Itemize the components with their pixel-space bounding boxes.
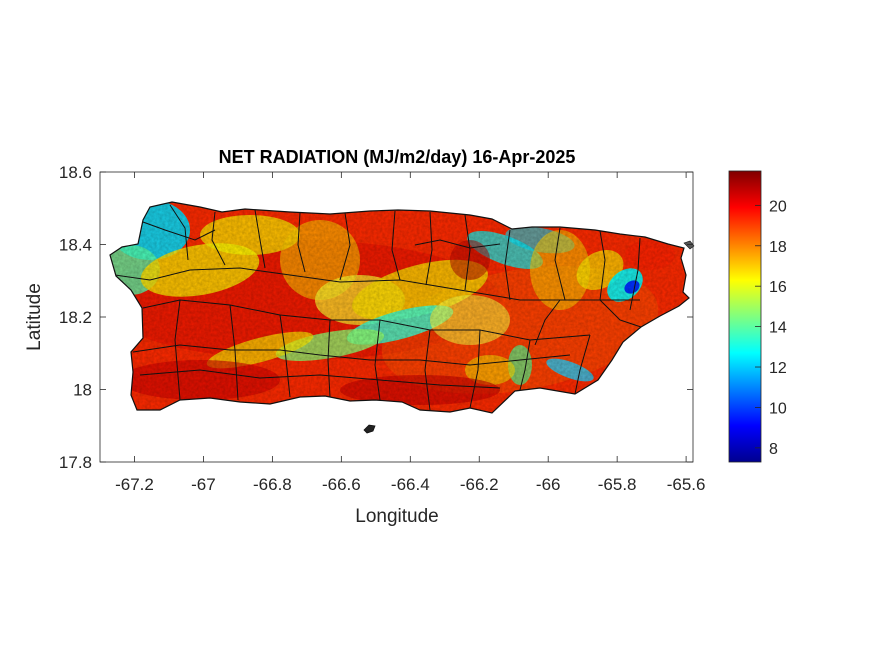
colorbar-tick-label: 20 — [769, 198, 787, 215]
y-tick-label: 18 — [73, 381, 92, 400]
y-tick-label: 18.6 — [59, 163, 92, 182]
colorbar — [728, 170, 762, 463]
colorbar-tick-label: 12 — [769, 360, 787, 377]
municipal-boundary — [519, 339, 531, 391]
municipal-boundaries — [114, 204, 642, 411]
colorbar-tick-label: 16 — [769, 279, 787, 296]
y-axis-ticks: 18.6 18.4 18.2 18 17.8 — [59, 163, 693, 472]
municipal-boundary — [391, 210, 401, 281]
municipal-boundary — [169, 204, 189, 261]
x-axis-label: Longitude — [355, 506, 438, 527]
municipal-boundary — [574, 334, 591, 395]
y-tick-label: 18.4 — [59, 236, 92, 255]
municipal-boundary — [425, 211, 433, 286]
colorbar-tick-label: 10 — [769, 400, 787, 417]
x-tick-label: -66.8 — [253, 475, 292, 494]
chart-title: NET RADIATION (MJ/m2/day) 16-Apr-2025 — [219, 147, 576, 167]
map-texture — [110, 202, 689, 413]
municipal-boundary — [139, 369, 501, 389]
y-tick-label: 18.2 — [59, 308, 92, 327]
municipal-boundary — [339, 212, 351, 281]
municipal-boundary — [279, 314, 291, 398]
municipal-boundary — [424, 329, 431, 411]
municipal-boundary — [599, 299, 642, 328]
municipal-boundary — [554, 227, 566, 301]
x-tick-label: -65.8 — [598, 475, 637, 494]
x-tick-label: -66.6 — [322, 475, 361, 494]
municipal-boundary — [132, 344, 571, 366]
x-tick-label: -66.2 — [460, 475, 499, 494]
x-tick-label: -66.4 — [391, 475, 430, 494]
municipal-boundary — [174, 299, 181, 401]
municipal-boundary — [327, 319, 331, 398]
municipal-boundary — [114, 267, 640, 301]
municipal-boundary — [469, 329, 481, 409]
municipal-boundary — [464, 214, 471, 291]
y-tick-label: 17.8 — [59, 453, 92, 472]
municipal-boundary — [504, 229, 511, 301]
x-axis-ticks: -67.2 -67 -66.8 -66.6 -66.4 -66.2 -66 -65.8 -65.… — [115, 172, 705, 494]
x-tick-label: -65.6 — [667, 475, 706, 494]
municipal-boundary — [534, 299, 561, 346]
colorbar-tick-label: 14 — [769, 320, 787, 337]
island-outline — [109, 201, 690, 414]
municipal-boundary — [142, 299, 591, 341]
municipal-boundary — [599, 230, 606, 301]
y-axis-label: Latitude — [24, 283, 45, 351]
municipal-boundary — [374, 319, 381, 401]
municipal-boundary — [142, 221, 216, 241]
municipal-boundary — [414, 239, 501, 249]
colorbar-tick-label: 8 — [769, 441, 778, 458]
vieques-icon — [683, 240, 695, 250]
x-tick-label: -66 — [536, 475, 561, 494]
municipal-boundary — [229, 304, 239, 401]
municipal-boundary — [629, 237, 641, 311]
municipal-boundary — [254, 209, 266, 269]
x-tick-label: -67 — [191, 475, 216, 494]
municipal-boundary — [297, 212, 306, 273]
x-tick-label: -67.2 — [115, 475, 154, 494]
colorbar-tick-label: 18 — [769, 239, 787, 256]
municipal-boundary — [211, 211, 226, 266]
colorbar-ticks: 20 18 16 14 12 10 8 — [755, 198, 787, 458]
mona-island-icon — [363, 424, 376, 434]
